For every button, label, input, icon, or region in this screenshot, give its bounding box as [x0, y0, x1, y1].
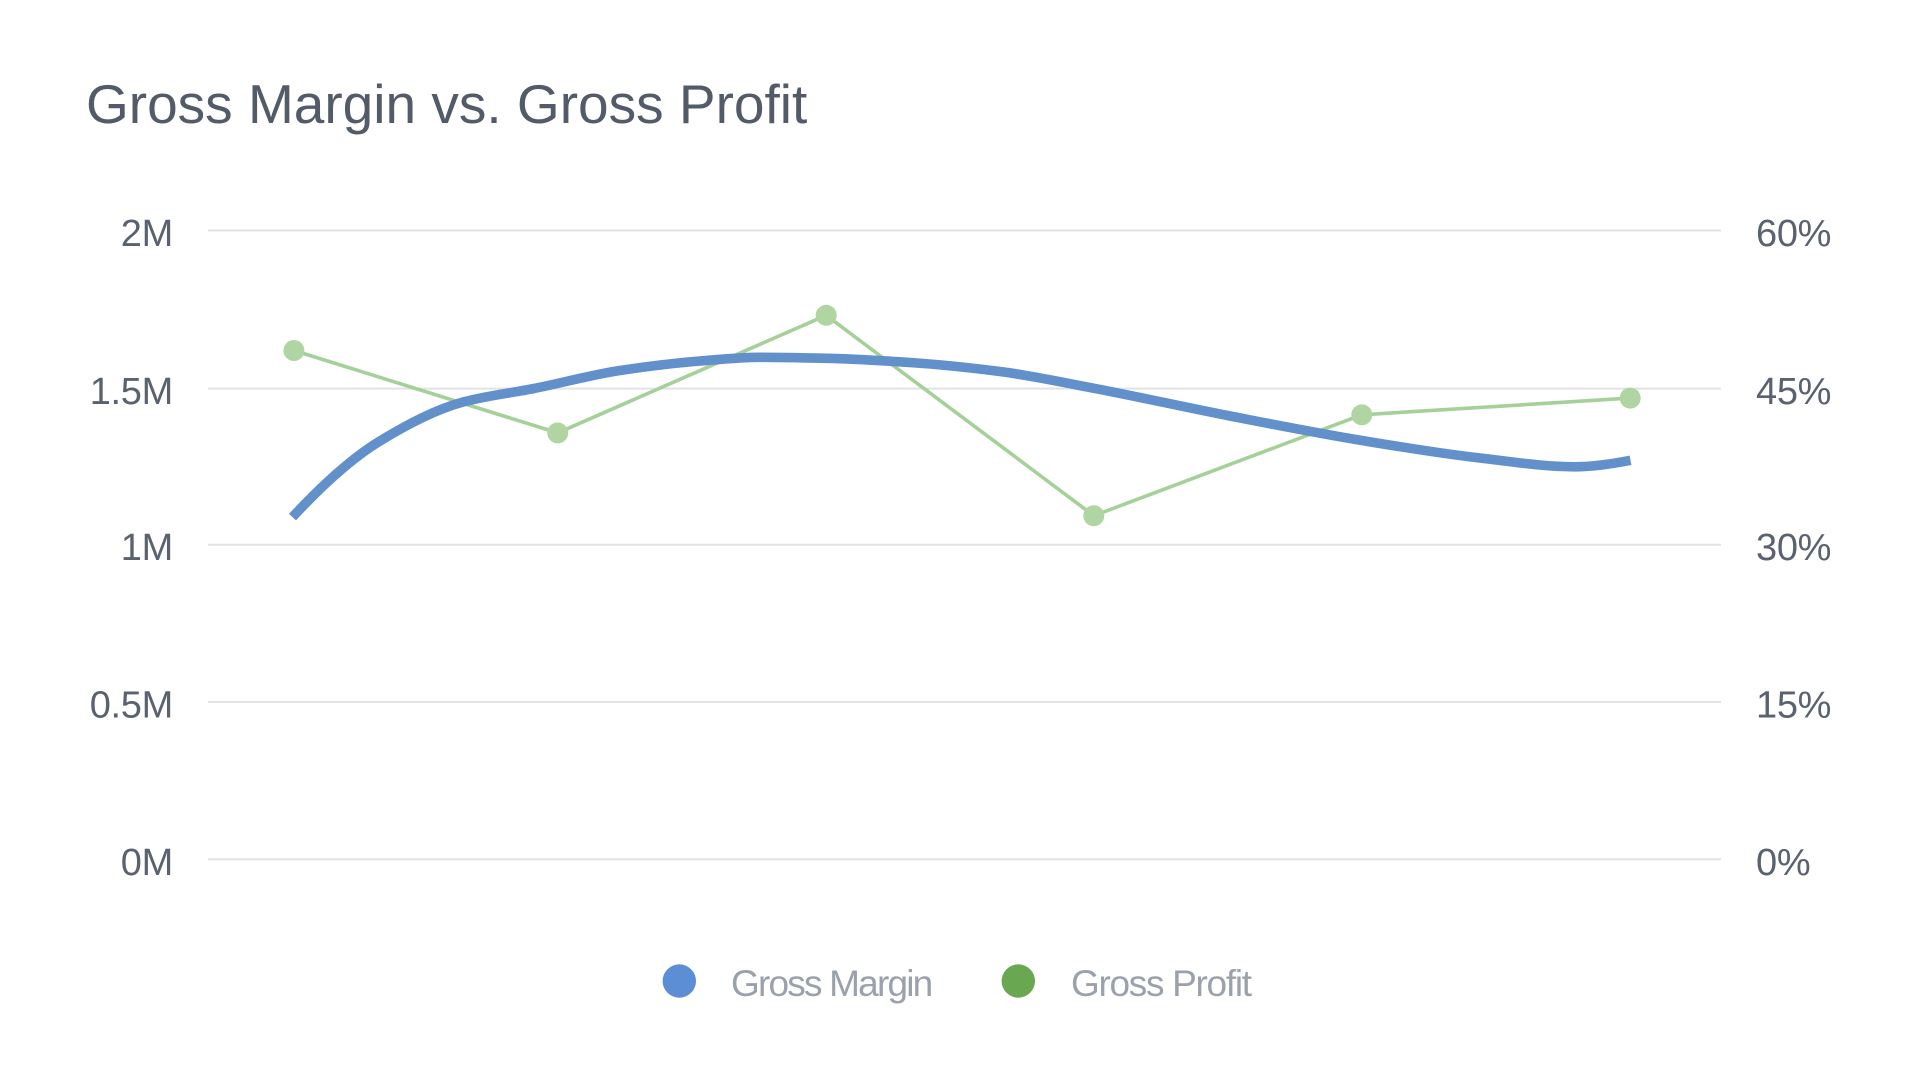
svg-text:2M: 2M	[121, 213, 173, 255]
svg-text:45%: 45%	[1756, 371, 1831, 413]
svg-text:30%: 30%	[1756, 527, 1831, 569]
svg-text:1.5M: 1.5M	[90, 371, 173, 413]
svg-text:0%: 0%	[1756, 842, 1810, 884]
svg-text:0.5M: 0.5M	[90, 685, 173, 727]
svg-text:Gross Margin vs. Gross Profit: Gross Margin vs. Gross Profit	[86, 73, 807, 135]
svg-text:1M: 1M	[121, 527, 173, 569]
svg-text:Gross Margin: Gross Margin	[731, 963, 932, 1004]
svg-text:Gross Profit: Gross Profit	[1071, 963, 1253, 1004]
svg-text:0M: 0M	[121, 842, 173, 884]
svg-text:60%: 60%	[1756, 213, 1831, 255]
svg-text:15%: 15%	[1756, 685, 1831, 727]
